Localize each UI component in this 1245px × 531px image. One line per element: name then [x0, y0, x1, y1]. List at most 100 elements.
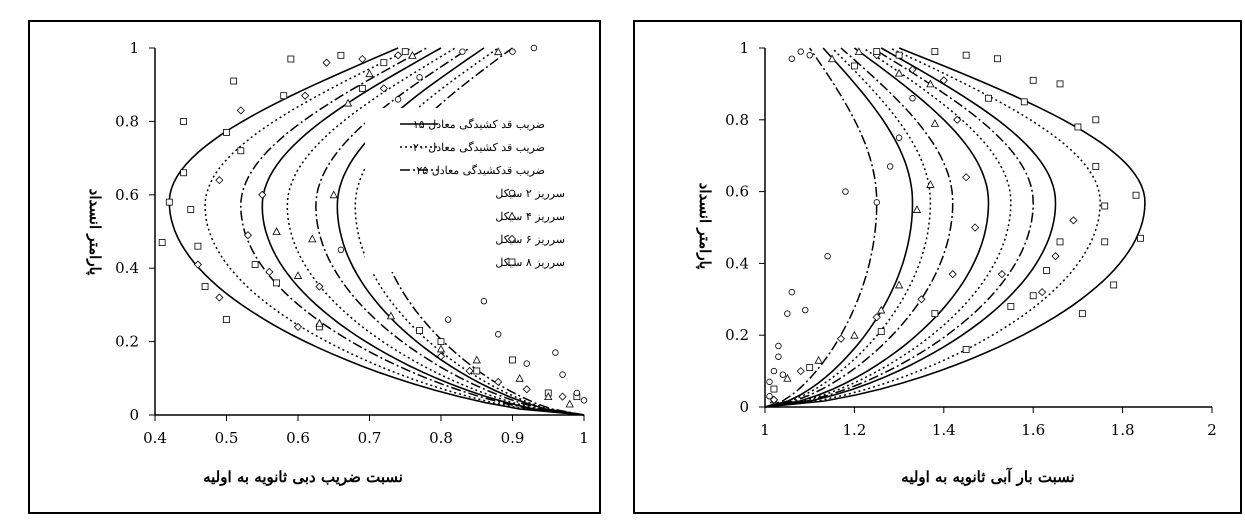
y-tick-label: 1 — [739, 39, 749, 57]
x-tick-label: 0.4 — [143, 429, 167, 447]
data-point-square — [402, 49, 408, 55]
data-point-square — [874, 49, 880, 55]
data-point-circle — [495, 331, 501, 337]
data-point-square — [224, 129, 230, 135]
x-tick-label: 1.6 — [1021, 421, 1045, 439]
data-point-diamond — [395, 52, 402, 59]
data-point-square — [281, 93, 287, 99]
data-point-diamond — [237, 107, 244, 114]
y-tick-label: 1 — [129, 39, 139, 57]
y-tick-label: 0.4 — [115, 259, 139, 277]
y-tick-label: 0.8 — [725, 111, 749, 129]
y-tick-label: 0.6 — [725, 183, 749, 201]
data-point-diamond — [216, 177, 223, 184]
data-point-square — [963, 347, 969, 353]
data-point-diamond — [949, 271, 956, 278]
data-point-circle — [338, 247, 344, 253]
data-point-square — [231, 78, 237, 84]
data-point-circle — [776, 354, 782, 360]
data-point-square — [1093, 117, 1099, 123]
data-point-square — [166, 199, 172, 205]
data-point-square — [963, 52, 969, 58]
data-point-diamond — [559, 393, 566, 400]
data-point-square — [1079, 311, 1085, 317]
data-point-diamond — [216, 294, 223, 301]
data-point-square — [238, 148, 244, 154]
data-point-diamond — [963, 174, 970, 181]
data-point-square — [1021, 99, 1027, 105]
data-point-square — [438, 339, 444, 345]
data-point-square — [1093, 163, 1099, 169]
data-point-circle — [767, 379, 773, 385]
x-tick-label: 1.4 — [932, 421, 956, 439]
data-point-triangle — [931, 120, 938, 127]
data-point-circle — [802, 307, 808, 313]
data-point-triangle — [896, 281, 903, 288]
x-tick-label: 0.7 — [358, 429, 382, 447]
data-point-square — [159, 240, 165, 246]
data-point-circle — [524, 361, 530, 367]
data-point-triangle — [913, 206, 920, 213]
x-tick-label: 1.2 — [842, 421, 866, 439]
data-point-circle — [789, 289, 795, 295]
data-point-circle — [843, 189, 849, 195]
data-point-circle — [874, 200, 880, 206]
y-tick-label: 0.6 — [115, 186, 139, 204]
data-point-circle — [460, 49, 466, 55]
data-point-diamond — [1070, 217, 1077, 224]
x-tick-label: 1.8 — [1111, 421, 1135, 439]
data-point-square — [851, 63, 857, 69]
data-point-square — [181, 118, 187, 124]
data-point-square — [202, 284, 208, 290]
left-x-axis-label: نسبت ضریب دبی ثانویه به اولیه — [203, 468, 403, 486]
right-series — [765, 48, 1145, 407]
y-tick-label: 0 — [739, 398, 749, 416]
data-point-circle — [789, 56, 795, 62]
data-point-square — [771, 386, 777, 392]
data-point-square — [188, 206, 194, 212]
data-point-square — [381, 60, 387, 66]
data-point-triangle — [927, 181, 934, 188]
x-tick-label: 1 — [579, 429, 589, 447]
data-point-circle — [510, 49, 516, 55]
data-point-circle — [767, 393, 773, 399]
legend-label: سرریز ۲ سیکل — [495, 187, 565, 200]
data-point-square — [1008, 303, 1014, 309]
curve-dotted — [765, 48, 930, 407]
data-point-square — [1057, 81, 1063, 87]
data-point-square — [896, 52, 902, 58]
data-point-square — [994, 56, 1000, 62]
data-point-diamond — [918, 296, 925, 303]
data-point-square — [417, 328, 423, 334]
x-tick-label: 0.8 — [429, 429, 453, 447]
data-point-square — [1030, 77, 1036, 83]
y-tick-label: 0.2 — [115, 333, 139, 351]
data-point-square — [1111, 282, 1117, 288]
data-point-square — [1102, 203, 1108, 209]
data-point-circle — [560, 372, 566, 378]
data-point-square — [274, 280, 280, 286]
data-point-circle — [771, 368, 777, 374]
data-point-square — [1133, 192, 1139, 198]
data-point-circle — [780, 372, 786, 378]
left-y-axis-label: پارامتر انسداد — [85, 189, 104, 276]
data-point-diamond — [523, 386, 530, 393]
data-point-circle — [445, 317, 451, 323]
data-point-triangle — [316, 320, 323, 327]
x-tick-label: 0.5 — [215, 429, 239, 447]
legend-marker-square — [509, 259, 515, 265]
data-point-triangle — [566, 400, 573, 407]
data-point-square — [1030, 293, 1036, 299]
data-point-circle — [825, 253, 831, 259]
data-point-triangle — [927, 80, 934, 87]
data-point-square — [474, 368, 480, 374]
data-point-diamond — [1039, 289, 1046, 296]
data-point-square — [1044, 268, 1050, 274]
data-point-square — [1102, 239, 1108, 245]
y-tick-label: 0.8 — [115, 112, 139, 130]
data-point-diamond — [495, 378, 502, 385]
data-point-square — [1137, 235, 1143, 241]
data-point-triangle — [366, 70, 373, 77]
x-tick-label: 1 — [760, 421, 770, 439]
y-tick-label: 0 — [129, 406, 139, 424]
